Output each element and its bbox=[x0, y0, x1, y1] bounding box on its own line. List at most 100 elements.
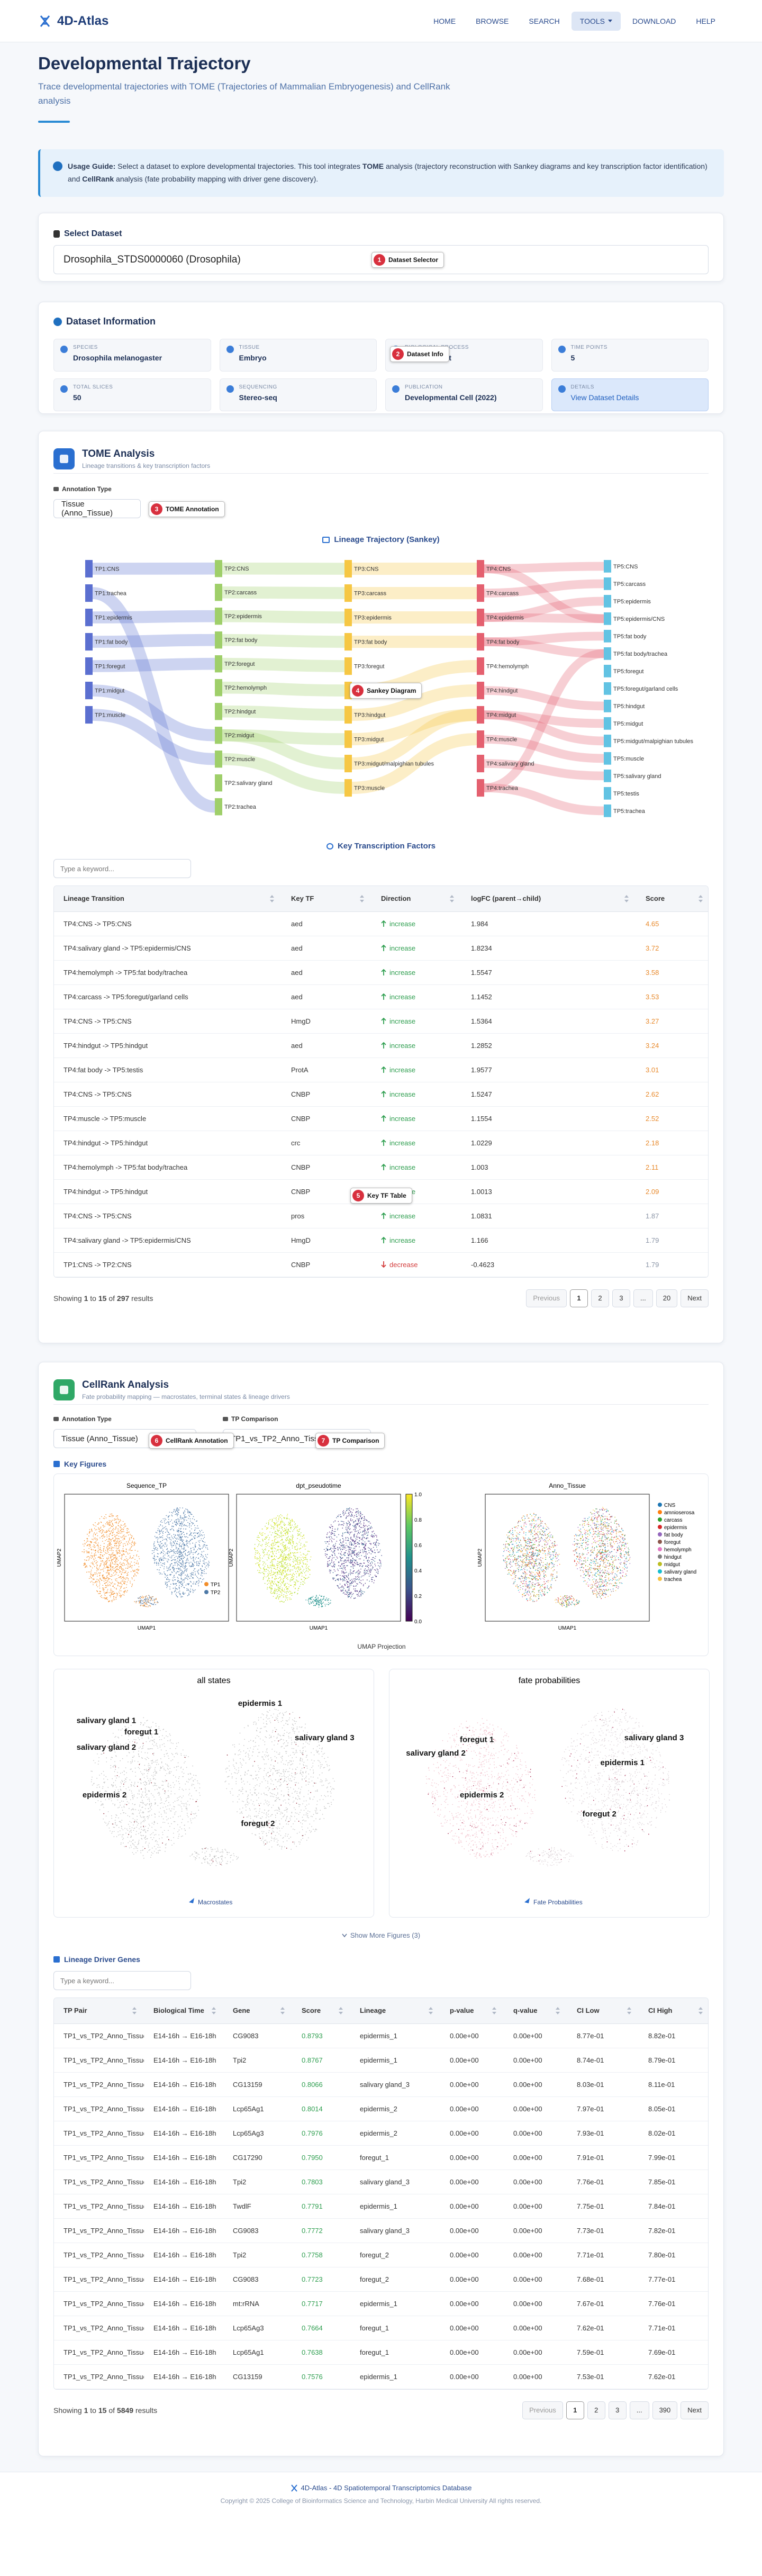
page-button[interactable]: 3 bbox=[608, 2401, 627, 2419]
table-cell: 0.8014 bbox=[292, 2096, 350, 2121]
table-cell: 0.00e+00 bbox=[440, 2364, 504, 2389]
page-button[interactable]: 20 bbox=[656, 1289, 678, 1307]
sankey-link bbox=[351, 708, 477, 746]
table-title: Key Transcription Factors bbox=[53, 842, 709, 851]
info-field[interactable]: DETAILS View Dataset Details bbox=[551, 378, 709, 411]
page-button[interactable]: 3 bbox=[612, 1289, 630, 1307]
select-card: Select Dataset Drosophila_STDS0000060 (D… bbox=[38, 213, 724, 282]
cell-text: E14-16h → E16-18h bbox=[153, 2324, 216, 2332]
column-header[interactable]: Score bbox=[292, 1998, 350, 2024]
table-cell: 1.0229 bbox=[461, 1131, 636, 1155]
dataset-select[interactable]: Drosophila_STDS0000060 (Drosophila) 1 Data… bbox=[53, 245, 709, 274]
page-button[interactable]: 2 bbox=[591, 1289, 609, 1307]
table-cell: 0.00e+00 bbox=[440, 2023, 504, 2048]
colorbar-tick-label: 0.0 bbox=[414, 1619, 422, 1625]
page-button[interactable]: 2 bbox=[587, 2401, 605, 2419]
nav-link[interactable]: DOWNLOAD bbox=[624, 12, 684, 31]
column-header[interactable]: Biological Time bbox=[144, 1998, 223, 2024]
table-cell: increase bbox=[371, 1009, 461, 1034]
table-row: TP4:CNS -> TP5:CNS aed increase 1.984 4.65 bbox=[54, 911, 708, 936]
column-header[interactable]: p-value bbox=[440, 1998, 504, 2024]
sankey-link bbox=[222, 657, 345, 672]
page-button[interactable]: ... bbox=[633, 1289, 653, 1307]
cell-text: CNBP bbox=[291, 1090, 311, 1098]
nav-link[interactable]: BROWSE bbox=[467, 12, 517, 31]
brand[interactable]: 4D-Atlas bbox=[38, 14, 108, 29]
table-cell: TP4:CNS -> TP5:CNS bbox=[54, 1204, 282, 1228]
info-card: Dataset Information SPECIES Drosophila me… bbox=[38, 302, 724, 414]
table-cell: CNBP bbox=[282, 1252, 371, 1277]
column-header[interactable]: CI Low bbox=[567, 1998, 639, 2024]
field-value: Embryo bbox=[239, 354, 267, 362]
table-cell: 0.00e+00 bbox=[504, 2023, 567, 2048]
sankey-link bbox=[222, 681, 345, 697]
page-button[interactable]: ... bbox=[629, 2401, 649, 2419]
sankey-node-label: TP3:CNS bbox=[354, 566, 378, 573]
column-header[interactable]: Gene bbox=[223, 1998, 292, 2024]
page-button[interactable]: 1 bbox=[569, 1289, 588, 1307]
column-header[interactable]: logFC (parent→child) bbox=[461, 886, 636, 912]
direction-arrow bbox=[381, 1017, 386, 1024]
nav-link[interactable]: TOOLS bbox=[571, 11, 621, 31]
cell-text: 1.1554 bbox=[471, 1114, 492, 1123]
column-header[interactable]: Lineage Transition bbox=[54, 886, 282, 912]
score-text: 3.72 bbox=[646, 944, 659, 952]
cell-text: 1.9577 bbox=[471, 1065, 492, 1074]
nav-link[interactable]: HELP bbox=[687, 12, 724, 31]
cell-text: 7.69e-01 bbox=[648, 2348, 676, 2356]
nav-link[interactable]: HOME bbox=[425, 12, 464, 31]
sankey-node-label: TP1:fat body bbox=[95, 639, 128, 646]
cell-text: TP4:hemolymph -> TP5:fat body/trachea bbox=[64, 968, 188, 977]
badge-number: 4 bbox=[352, 685, 364, 697]
score-text: 0.8793 bbox=[302, 2031, 323, 2040]
cell-text: salivary gland_3 bbox=[360, 2080, 410, 2089]
page-button[interactable]: Previous bbox=[526, 1289, 567, 1307]
sort-arrows bbox=[556, 2007, 560, 2014]
table-cell: TP4:hindgut -> TP5:hindgut bbox=[54, 1033, 282, 1058]
page-button[interactable]: Next bbox=[681, 2401, 709, 2419]
table-cell: pros bbox=[282, 1204, 371, 1228]
scatter-points bbox=[504, 1511, 631, 1606]
column-header[interactable]: TP Pair bbox=[54, 1998, 144, 2024]
field-label: SPECIES bbox=[73, 345, 98, 350]
db-icon bbox=[53, 230, 60, 238]
state-label: salivary gland 3 bbox=[624, 1733, 684, 1742]
sankey-node-label: TP2:CNS bbox=[224, 566, 249, 572]
scatter-points bbox=[254, 1515, 311, 1603]
show-more[interactable]: Show More Figures (3) bbox=[53, 1931, 709, 1939]
column-header[interactable]: CI High bbox=[639, 1998, 708, 2024]
annotation-select[interactable]: Tissue (Anno_Tissue) bbox=[53, 499, 141, 518]
score-text: 0.7758 bbox=[302, 2250, 323, 2259]
arrow bbox=[381, 1261, 386, 1268]
legend-swatch bbox=[204, 1590, 208, 1594]
sankey-node-label: TP2:salivary gland bbox=[224, 780, 273, 787]
column-header[interactable]: Lineage bbox=[350, 1998, 440, 2024]
cell-text: TP1_vs_TP2_Anno_Tissue bbox=[64, 2202, 144, 2210]
section-header: CellRank Analysis Fate probability mappin… bbox=[53, 1362, 709, 1405]
figure-caption: Macrostates bbox=[198, 1899, 232, 1906]
cell-text: 0.00e+00 bbox=[513, 2348, 542, 2356]
column-header[interactable]: q-value bbox=[504, 1998, 567, 2024]
page-button[interactable]: 390 bbox=[652, 2401, 678, 2419]
sankey-node bbox=[344, 755, 352, 773]
column-header[interactable]: Score bbox=[636, 886, 708, 912]
cell-text: CG17290 bbox=[233, 2153, 262, 2162]
column-header[interactable]: Key TF bbox=[282, 886, 371, 912]
sankey-node bbox=[477, 633, 484, 651]
nav-link[interactable]: SEARCH bbox=[520, 12, 568, 31]
search-input[interactable] bbox=[53, 859, 191, 878]
sankey-node bbox=[215, 727, 222, 744]
comparison-select[interactable]: TP1_vs_TP2_Anno_Tissue bbox=[223, 1429, 371, 1448]
annotation-badge: 6 CellRank Annotation bbox=[149, 1433, 234, 1449]
table-cell: 1.9577 bbox=[461, 1057, 636, 1082]
page-button[interactable]: 1 bbox=[566, 2401, 584, 2419]
legend-label: CNS bbox=[664, 1503, 675, 1508]
page-button[interactable]: Previous bbox=[522, 2401, 563, 2419]
page-button[interactable]: Next bbox=[681, 1289, 709, 1307]
column-header[interactable]: Direction bbox=[371, 886, 461, 912]
direction-arrow bbox=[381, 1261, 386, 1268]
cell-text: 8.74e-01 bbox=[577, 2056, 604, 2064]
direction-arrow bbox=[381, 1139, 386, 1146]
search-input[interactable] bbox=[53, 1971, 191, 1990]
table-cell: CNBP bbox=[282, 1106, 371, 1131]
